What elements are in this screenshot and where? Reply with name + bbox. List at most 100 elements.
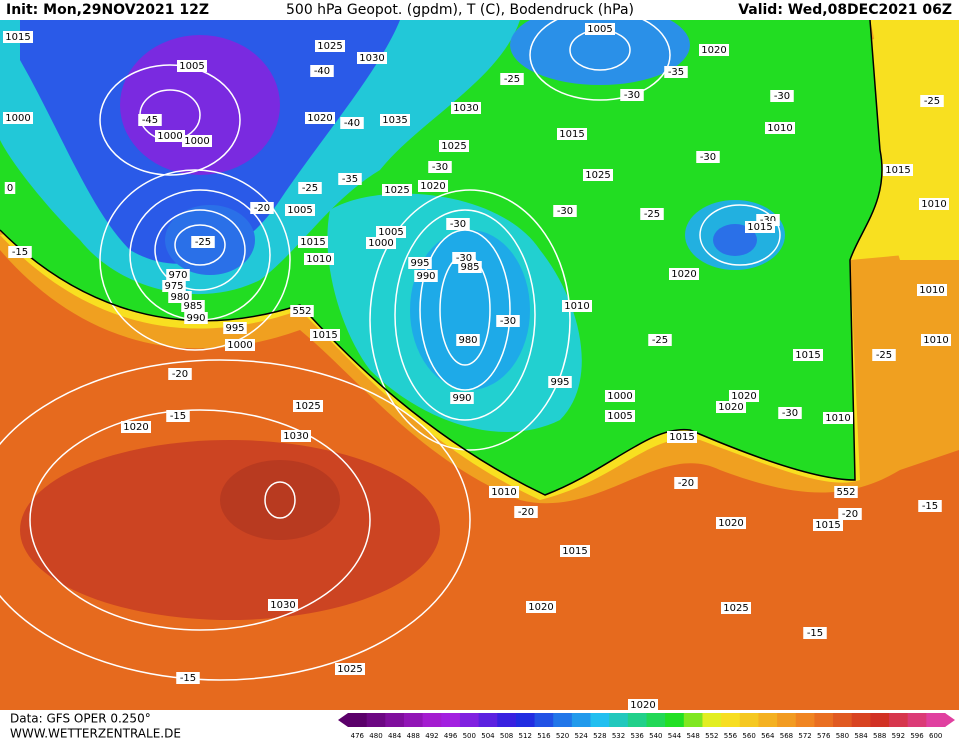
label-box bbox=[514, 506, 538, 518]
colorbar-label: 524 bbox=[575, 732, 589, 740]
colorbar-label: 504 bbox=[481, 732, 495, 740]
colorbar-cell bbox=[515, 713, 536, 727]
header-bar bbox=[0, 0, 959, 20]
label-box bbox=[182, 135, 212, 147]
pressure-label: 1015 bbox=[885, 165, 910, 176]
label-box bbox=[168, 368, 192, 380]
label-box bbox=[191, 236, 215, 248]
pressure-label: 1030 bbox=[359, 53, 384, 64]
pressure-label: 1025 bbox=[723, 603, 748, 614]
colorbar-label: 600 bbox=[929, 732, 942, 740]
label-box bbox=[605, 410, 635, 422]
pressure-label: 995 bbox=[550, 377, 569, 388]
colorbar-cell bbox=[441, 713, 461, 727]
label-box bbox=[620, 89, 644, 101]
colorbar-cell bbox=[758, 713, 778, 727]
pressure-label: 990 bbox=[186, 313, 205, 324]
label-box bbox=[121, 421, 151, 433]
temperature-label: -15 bbox=[922, 501, 938, 512]
label-box bbox=[770, 90, 794, 102]
pressure-label: 1035 bbox=[382, 115, 407, 126]
label-box bbox=[745, 221, 775, 233]
temperature-label: -35 bbox=[668, 67, 684, 78]
colorbar-cell bbox=[926, 713, 946, 727]
pressure-label: 1015 bbox=[300, 237, 325, 248]
label-box bbox=[562, 300, 592, 312]
label-box bbox=[428, 161, 452, 173]
label-box bbox=[357, 52, 387, 64]
map-title: 500 hPa Geopot. (gpdm), T (C), Bodendruc… bbox=[286, 2, 634, 18]
label-box bbox=[3, 112, 33, 124]
pressure-label: 990 bbox=[416, 271, 435, 282]
label-box bbox=[699, 44, 729, 56]
label-box bbox=[340, 117, 364, 129]
colorbar-label: 500 bbox=[463, 732, 476, 740]
label-box bbox=[305, 112, 335, 124]
label-box bbox=[674, 477, 698, 489]
label-box bbox=[223, 322, 247, 334]
temperature-label: -30 bbox=[624, 90, 640, 101]
colorbar-cell bbox=[571, 713, 592, 727]
colorbar-label: 584 bbox=[854, 732, 868, 740]
colorbar-cell bbox=[590, 713, 610, 727]
temperature-label: -15 bbox=[180, 673, 196, 684]
site-url: WWW.WETTERZENTRALE.DE bbox=[10, 727, 181, 741]
label-box bbox=[335, 663, 365, 675]
label-box bbox=[8, 246, 32, 258]
label-box bbox=[382, 184, 412, 196]
label-box bbox=[177, 60, 207, 72]
pressure-label: 1030 bbox=[283, 431, 308, 442]
label-box bbox=[793, 349, 823, 361]
colorbar-cell bbox=[553, 713, 573, 727]
label-box bbox=[458, 261, 482, 273]
colorbar-arrow-right bbox=[945, 713, 955, 727]
label-box bbox=[667, 431, 697, 443]
label-box bbox=[716, 401, 746, 413]
pressure-label: 1005 bbox=[378, 227, 403, 238]
label-box bbox=[813, 519, 843, 531]
label-box bbox=[366, 237, 396, 249]
label-box bbox=[557, 128, 587, 140]
temperature-label: -30 bbox=[456, 253, 472, 264]
colorbar-label: 572 bbox=[798, 732, 811, 740]
label-box bbox=[921, 334, 951, 346]
pressure-label: 1015 bbox=[795, 350, 820, 361]
pressure-label: 1020 bbox=[718, 518, 743, 529]
temperature-label: -15 bbox=[12, 247, 28, 258]
pressure-label: 1025 bbox=[384, 185, 409, 196]
label-box bbox=[920, 95, 944, 107]
label-box bbox=[605, 390, 635, 402]
colorbar-label: 536 bbox=[630, 732, 644, 740]
temperature-label: -15 bbox=[807, 628, 823, 639]
label-box bbox=[268, 599, 298, 611]
label-box bbox=[583, 169, 613, 181]
pressure-label: 1020 bbox=[528, 602, 553, 613]
pressure-label: 552 bbox=[292, 306, 311, 317]
pressure-label: 1005 bbox=[587, 24, 612, 35]
colorbar-arrow-left bbox=[338, 713, 348, 727]
label-box bbox=[293, 400, 323, 412]
colorbar-label: 488 bbox=[407, 732, 420, 740]
label-box bbox=[184, 312, 208, 324]
colorbar-label: 564 bbox=[761, 732, 775, 740]
colorbar-label: 576 bbox=[817, 732, 831, 740]
label-box bbox=[304, 253, 334, 265]
label-box bbox=[628, 699, 658, 711]
colorbar-cell bbox=[403, 713, 424, 727]
pressure-label: 1010 bbox=[919, 285, 944, 296]
temperature-label: -20 bbox=[172, 369, 188, 380]
label-box bbox=[380, 114, 410, 126]
label-box bbox=[310, 65, 334, 77]
label-box bbox=[765, 122, 795, 134]
pressure-label: 1020 bbox=[718, 402, 743, 413]
pressure-label: 1020 bbox=[630, 700, 655, 711]
colorbar-label: 476 bbox=[351, 732, 365, 740]
colorbar-cell bbox=[609, 713, 629, 727]
pressure-label: 1010 bbox=[564, 301, 589, 312]
colorbar-label: 540 bbox=[649, 732, 662, 740]
pressure-label: 1020 bbox=[123, 422, 148, 433]
colorbar-label: 596 bbox=[910, 732, 924, 740]
colorbar-cell bbox=[497, 713, 517, 727]
